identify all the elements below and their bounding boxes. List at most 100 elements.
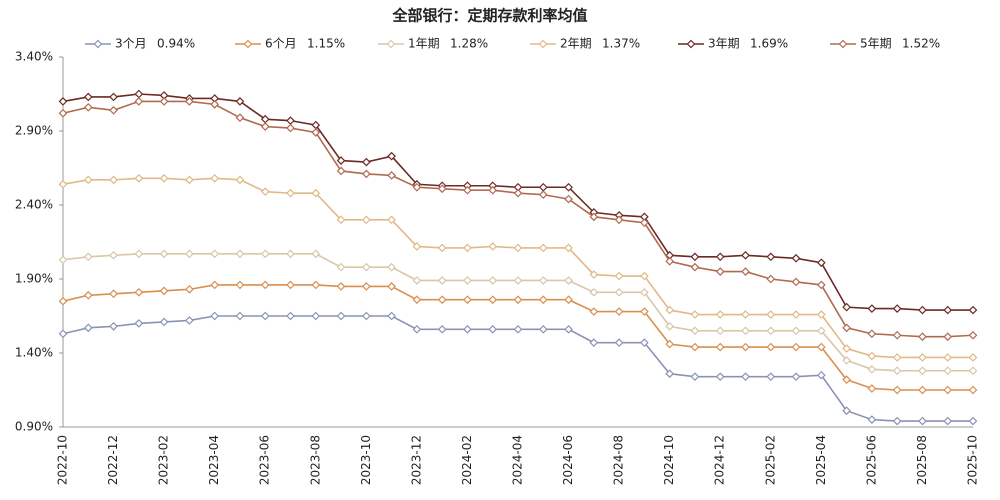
- data-point: [185, 249, 194, 259]
- data-point: [387, 151, 396, 161]
- legend-value: 1.15%: [307, 37, 345, 51]
- y-tick-label: 1.90%: [15, 272, 53, 286]
- data-point: [109, 105, 118, 115]
- data-point: [892, 330, 902, 340]
- data-point: [260, 187, 270, 197]
- data-point: [816, 280, 826, 290]
- data-point: [159, 286, 169, 296]
- data-point: [235, 249, 245, 259]
- data-point: [83, 175, 93, 185]
- data-point: [918, 366, 927, 376]
- data-point: [488, 324, 498, 334]
- data-point: [665, 369, 675, 379]
- data-point: [83, 252, 93, 262]
- data-point: [336, 215, 346, 225]
- data-point: [791, 326, 801, 336]
- x-tick-label: 2025-08: [915, 435, 929, 485]
- data-point: [538, 182, 548, 192]
- data-point: [918, 416, 927, 426]
- data-point: [235, 113, 245, 123]
- data-point: [892, 385, 902, 395]
- data-point: [665, 322, 675, 331]
- data-point: [791, 342, 801, 352]
- data-point: [564, 276, 573, 285]
- data-point: [83, 92, 93, 102]
- data-point: [892, 366, 902, 376]
- data-point: [766, 274, 776, 284]
- data-point: [614, 307, 624, 316]
- data-point: [513, 276, 523, 285]
- x-tick-label: 2025-02: [763, 435, 777, 485]
- data-point: [387, 215, 396, 225]
- data-point: [58, 97, 68, 106]
- data-point: [968, 366, 978, 376]
- data-point: [741, 326, 750, 336]
- data-point: [816, 370, 826, 380]
- x-tick-label: 2024-02: [460, 435, 474, 485]
- data-point: [842, 406, 851, 416]
- data-point: [538, 324, 548, 334]
- data-point: [816, 342, 826, 352]
- data-point: [842, 375, 851, 384]
- data-point: [892, 304, 902, 313]
- data-point: [235, 280, 245, 290]
- data-point: [336, 311, 346, 321]
- series-line: [62, 253, 973, 372]
- data-point: [918, 332, 927, 342]
- x-tick-label: 2023-12: [409, 435, 423, 485]
- data-point: [614, 338, 624, 347]
- data-point: [791, 372, 801, 382]
- y-tick-label: 2.40%: [15, 198, 53, 212]
- data-point: [361, 169, 371, 179]
- data-point: [185, 97, 194, 106]
- data-point: [589, 307, 599, 316]
- data-point: [159, 97, 169, 106]
- data-point: [412, 242, 422, 251]
- data-point: [210, 311, 220, 321]
- data-point: [640, 287, 649, 297]
- data-point: [690, 326, 700, 336]
- data-point: [336, 156, 346, 165]
- data-point: [83, 290, 93, 300]
- y-tick-label: 2.90%: [15, 124, 53, 138]
- data-point: [640, 271, 649, 281]
- legend-marker: [386, 39, 396, 49]
- data-point: [968, 305, 978, 315]
- data-point: [867, 329, 877, 339]
- data-point: [564, 243, 573, 253]
- data-point: [260, 249, 270, 259]
- x-tick-label: 2024-04: [511, 435, 525, 485]
- data-point: [463, 243, 472, 253]
- data-point: [614, 215, 624, 225]
- x-tick-label: 2023-04: [207, 435, 221, 485]
- data-point: [488, 242, 498, 251]
- data-point: [665, 256, 675, 266]
- data-point: [361, 215, 371, 225]
- data-point: [134, 89, 144, 99]
- data-point: [665, 305, 675, 315]
- data-point: [943, 353, 953, 362]
- data-point: [766, 310, 776, 319]
- data-point: [488, 295, 498, 305]
- data-point: [968, 330, 978, 340]
- data-point: [513, 324, 523, 334]
- data-point: [816, 258, 826, 268]
- legend-value: 1.52%: [902, 37, 940, 51]
- data-point: [513, 188, 523, 198]
- legend-value: 1.37%: [602, 37, 640, 51]
- data-point: [741, 250, 750, 260]
- data-point: [589, 287, 599, 297]
- data-point: [968, 416, 978, 426]
- data-point: [488, 185, 498, 195]
- data-point: [412, 295, 422, 305]
- data-point: [83, 102, 93, 112]
- x-tick-label: 2022-10: [56, 435, 70, 485]
- data-point: [286, 249, 295, 259]
- data-point: [513, 295, 523, 305]
- data-point: [437, 184, 447, 194]
- data-point: [134, 319, 144, 328]
- data-point: [715, 372, 725, 382]
- data-point: [336, 262, 346, 272]
- data-point: [361, 262, 371, 272]
- data-point: [943, 416, 953, 426]
